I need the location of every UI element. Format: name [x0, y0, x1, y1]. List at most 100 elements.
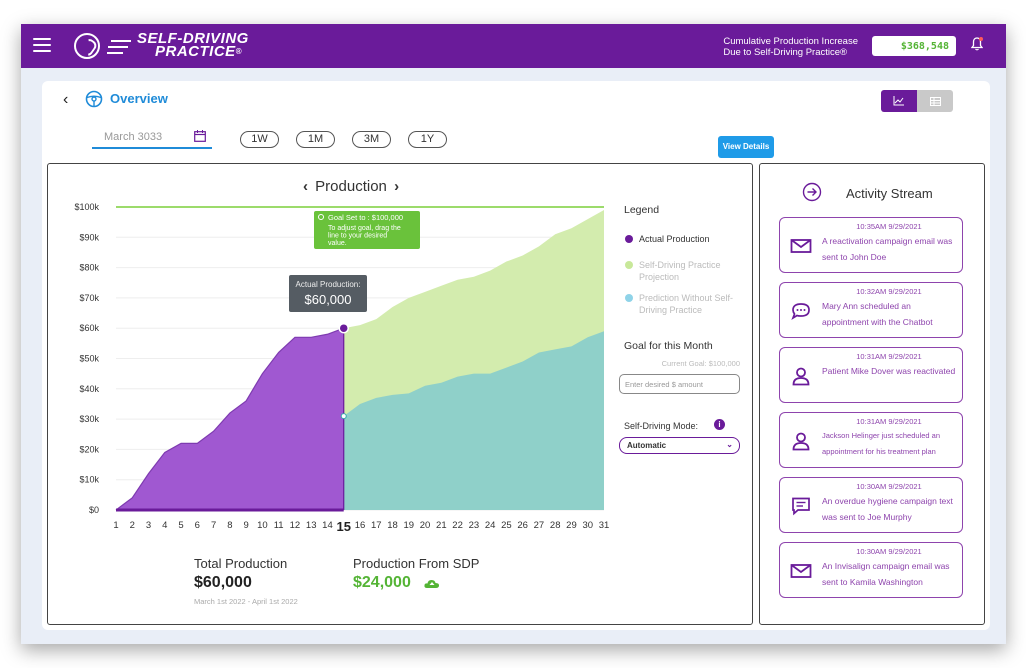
x-tick-label: 18	[387, 520, 398, 531]
page-title: Overview	[110, 91, 168, 106]
range-1m-button[interactable]: 1M	[296, 131, 335, 148]
activity-timestamp: 10:31AM 9/29/2021	[856, 352, 922, 361]
prediction-area	[343, 331, 604, 510]
production-chart[interactable]: $0 $10k $20k $30k $40k $50k $60k $70k $80k $90k $1…	[48, 164, 618, 554]
cumulative-label: Cumulative Production Increase Due to Se…	[723, 36, 858, 58]
y-tick-label: $20k	[79, 444, 99, 454]
activity-item[interactable]: 10:31AM 9/29/2021 Patient Mike Dover was …	[779, 347, 963, 403]
activity-item[interactable]: 10:30AM 9/29/2021 An Invisalign campaign …	[779, 542, 963, 598]
legend-title: Legend	[624, 204, 660, 216]
activity-text: Jackson Helinger just scheduled an appoi…	[822, 431, 940, 456]
y-tick-label: $70k	[79, 293, 99, 303]
actual-production-point[interactable]	[338, 322, 349, 334]
calendar-icon[interactable]	[194, 130, 206, 142]
x-tick-label: 27	[534, 520, 545, 531]
x-tick-label: 26	[517, 520, 528, 531]
x-tick-label: 15	[336, 519, 350, 534]
activity-timestamp: 10:30AM 9/29/2021	[856, 547, 922, 556]
date-picker-input[interactable]: March 3033	[92, 129, 212, 149]
x-tick-label: 28	[550, 520, 561, 531]
goal-amount-input[interactable]: Enter desired $ amount	[619, 374, 740, 394]
activity-item[interactable]: 10:32AM 9/29/2021 Mary Ann scheduled an a…	[779, 282, 963, 338]
activity-item[interactable]: 10:31AM 9/29/2021 Jackson Helinger just s…	[779, 412, 963, 468]
mail-icon	[790, 236, 812, 256]
legend-dot	[625, 294, 633, 302]
x-tick-label: 7	[211, 520, 216, 531]
bell-icon[interactable]	[971, 37, 983, 51]
hamburger-icon[interactable]	[33, 38, 51, 52]
mail-icon	[790, 561, 812, 581]
legend-dot	[625, 261, 633, 269]
logo-line2: PRACTICE	[155, 43, 236, 60]
actual-production-line	[115, 327, 344, 511]
goal-title: Goal for this Month	[624, 340, 713, 352]
x-tick-label: 11	[274, 520, 284, 531]
table-view-button[interactable]	[917, 90, 953, 112]
activity-item[interactable]: 10:30AM 9/29/2021 An overdue hygiene camp…	[779, 477, 963, 533]
y-tick-label: $40k	[79, 384, 99, 394]
x-tick-label: 29	[566, 520, 577, 531]
x-tick-label: 16	[355, 520, 366, 531]
goal-tooltip	[314, 211, 420, 249]
total-production-range: March 1st 2022 - April 1st 2022	[194, 597, 298, 606]
cloud-up-icon	[424, 580, 440, 588]
view-details-button[interactable]: View Details	[718, 136, 774, 158]
range-1y-button[interactable]: 1Y	[408, 131, 447, 148]
arrow-right-circle-icon[interactable]	[802, 182, 822, 202]
steering-wheel-icon	[85, 90, 103, 108]
prev-period-button[interactable]: ‹	[303, 178, 308, 195]
range-3m-button[interactable]: 3M	[352, 131, 391, 148]
x-tick-label: 17	[371, 520, 382, 531]
back-button[interactable]: ‹	[63, 91, 69, 108]
legend-label: Prediction Without Self-Driving Practice	[639, 293, 734, 315]
cumulative-label-line1: Cumulative Production Increase	[723, 36, 858, 47]
mode-select[interactable]: Automatic ⌄	[619, 437, 740, 454]
actual-production-area	[116, 328, 344, 510]
mode-label: Self-Driving Mode:	[624, 421, 699, 431]
current-goal: Current Goal: $100,000	[661, 359, 740, 368]
activity-text: A reactivation campaign email was sent t…	[822, 236, 953, 262]
prediction-point	[340, 413, 347, 420]
goal-tooltip-title: Goal Set to : $100,000	[328, 213, 403, 222]
total-production-label: Total Production	[194, 556, 288, 571]
x-tick-label: 31	[599, 520, 610, 531]
y-tick-label: $60k	[79, 323, 99, 333]
actual-tooltip-value: $60,000	[305, 292, 352, 307]
legend-item-actual: Actual Production	[624, 233, 710, 245]
x-tick-label: 2	[130, 520, 135, 531]
app-window: SELF-DRIVING PRACTICE® Cumulative Produc…	[21, 24, 1006, 644]
x-tick-label: 8	[227, 520, 232, 531]
legend-item-sdp-projection: Self-Driving Practice Projection	[624, 259, 739, 283]
x-tick-label: 22	[452, 520, 463, 531]
logo-wordmark: SELF-DRIVING PRACTICE®	[137, 31, 249, 60]
activity-timestamp: 10:31AM 9/29/2021	[856, 417, 922, 426]
x-tick-label: 19	[404, 520, 415, 531]
sdp-production-value: $24,000	[353, 574, 411, 591]
legend-label: Self-Driving Practice Projection	[639, 260, 721, 282]
overview-card: ‹ Overview March 3033 1W 1M 3M 1Y View D…	[42, 81, 990, 630]
logo-icon	[74, 33, 100, 59]
y-tick-label: $100k	[74, 202, 99, 212]
user-icon	[790, 431, 812, 451]
info-icon[interactable]: i	[714, 419, 725, 430]
x-tick-label: 23	[469, 520, 480, 531]
production-title-row: ‹ Production ›	[303, 178, 399, 195]
x-tick-label: 6	[195, 520, 200, 531]
cumulative-label-line2: Due to Self-Driving Practice®	[723, 47, 848, 58]
x-tick-label: 5	[178, 520, 183, 531]
x-tick-label: 24	[485, 520, 496, 531]
table-icon	[929, 96, 941, 106]
x-tick-label: 20	[420, 520, 431, 531]
activity-text: Mary Ann scheduled an appointment with t…	[822, 301, 933, 327]
next-period-button[interactable]: ›	[394, 178, 400, 195]
range-1w-button[interactable]: 1W	[240, 131, 279, 148]
total-production-value: $60,000	[194, 574, 252, 591]
x-tick-label: 9	[243, 520, 248, 531]
x-tick-label: 30	[582, 520, 593, 531]
activity-timestamp: 10:30AM 9/29/2021	[856, 482, 922, 491]
x-tick-label: 13	[306, 520, 317, 531]
activity-stream-title: Activity Stream	[846, 186, 933, 201]
line-chart-view-button[interactable]	[881, 90, 917, 112]
activity-item[interactable]: 10:35AM 9/29/2021 A reactivation campaign…	[779, 217, 963, 273]
legend-dot	[625, 235, 633, 243]
